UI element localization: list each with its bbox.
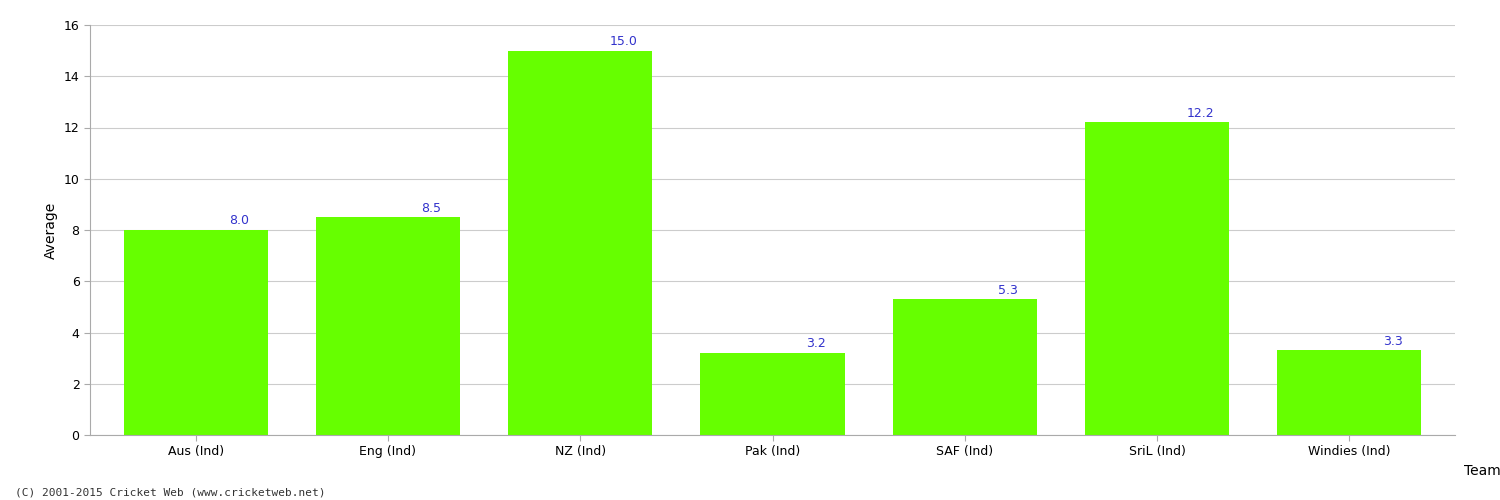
Text: 8.0: 8.0 [230,214,249,228]
Text: 5.3: 5.3 [998,284,1018,296]
Text: 15.0: 15.0 [609,35,638,48]
Text: 8.5: 8.5 [422,202,441,214]
Bar [1276,350,1422,435]
Bar [1084,122,1228,435]
X-axis label: Team: Team [1464,464,1500,477]
Bar [892,299,1036,435]
Text: 12.2: 12.2 [1186,107,1214,120]
Bar [509,50,652,435]
Y-axis label: Average: Average [44,202,58,258]
Text: 3.2: 3.2 [806,338,825,350]
Text: (C) 2001-2015 Cricket Web (www.cricketweb.net): (C) 2001-2015 Cricket Web (www.cricketwe… [15,488,326,498]
Bar [316,217,460,435]
Bar [700,353,844,435]
Text: 3.3: 3.3 [1383,335,1402,348]
Bar [123,230,268,435]
